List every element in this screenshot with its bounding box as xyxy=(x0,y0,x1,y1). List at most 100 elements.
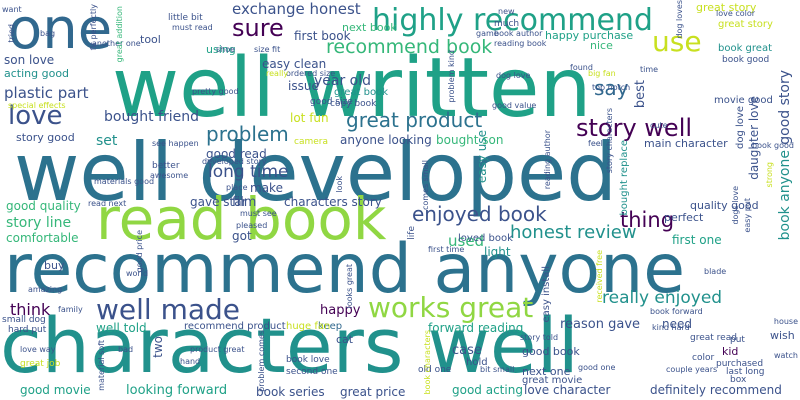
word-think: think xyxy=(10,300,51,319)
word-good-quality: good quality xyxy=(6,199,81,213)
word-main-character: main character xyxy=(644,137,728,150)
word-blade: blade xyxy=(704,267,727,276)
word-forward-reading: forward reading xyxy=(428,321,524,335)
word-dog-love: dog love xyxy=(735,106,746,149)
word-case: case xyxy=(452,343,482,358)
word-world: world xyxy=(126,269,149,278)
word-good-read: good read xyxy=(206,147,267,161)
word-house: house xyxy=(773,317,798,326)
word-awesome: awesome xyxy=(150,171,189,180)
word-see-happen: see happen xyxy=(152,139,199,148)
word-light: light xyxy=(484,245,511,259)
word-dogs-love: dogs love xyxy=(731,186,740,225)
word-better: better xyxy=(152,161,180,171)
word-story-line: story line xyxy=(6,215,72,231)
word-sure: sure xyxy=(232,14,284,42)
word-really: really xyxy=(266,69,289,78)
word-one: one xyxy=(8,0,113,62)
word-loved-book: loved book xyxy=(458,233,513,244)
word-pleased: pleased xyxy=(236,221,268,230)
word-recommend-anyone: recommend anyone xyxy=(4,230,686,309)
word-daughter-love: daughter love xyxy=(747,96,761,180)
word-pretty-good: pretty good xyxy=(192,87,239,96)
word-look: look xyxy=(335,176,344,193)
word-reading-book: reading book xyxy=(494,39,547,48)
word-need: need xyxy=(662,317,692,331)
word-love: love xyxy=(8,101,63,131)
word-looking-forward: looking forward xyxy=(126,383,228,398)
word-easy-put: easy put xyxy=(743,198,752,233)
word-hand: hand xyxy=(180,357,201,366)
word-color: color xyxy=(692,353,715,363)
word-reading-author: reading author xyxy=(543,130,552,190)
word-material-soft: material soft xyxy=(97,340,106,391)
word-bought-friend: bought friend xyxy=(104,109,199,125)
word-book-forward: book forward xyxy=(650,307,703,316)
word-ordered-size: ordered size xyxy=(286,69,336,78)
word-easy-clean: easy clean xyxy=(262,57,327,71)
word-great-job: great job xyxy=(20,359,61,369)
word-story-told: story told xyxy=(520,333,559,342)
word-much: much xyxy=(494,19,520,29)
word-comfortable: comfortable xyxy=(6,231,79,245)
word-story-characters: story characters xyxy=(605,108,614,174)
word-perfect: perfect xyxy=(664,211,704,224)
word-set: set xyxy=(96,133,118,149)
word-keep: keep xyxy=(318,321,343,332)
word-must-see: must see xyxy=(240,209,277,218)
word-use: use xyxy=(652,25,702,58)
word-book-anyone: book anyone xyxy=(777,150,793,241)
word-best: best xyxy=(633,80,648,109)
word-well-developed: well developed xyxy=(14,126,618,219)
word-anyone-looking: anyone looking xyxy=(340,133,432,147)
word-bad: bad xyxy=(118,345,134,354)
word-good-one: good one xyxy=(578,363,616,372)
word-well-made: well made xyxy=(96,293,241,326)
word-book-good-low: book good xyxy=(752,141,794,150)
word-enjoyed-book: enjoyed book xyxy=(412,202,547,226)
word-great-book: great book xyxy=(334,87,388,98)
word-amazing: amazing xyxy=(28,285,63,294)
word-comes-small: comes small xyxy=(421,160,430,211)
word-looks-great: looks great xyxy=(345,264,354,309)
word-works-great: works great xyxy=(368,291,534,324)
word-found: found xyxy=(570,63,593,72)
word-film: film xyxy=(232,195,257,210)
word-book-author: book author xyxy=(494,29,543,38)
word-son-love: son love xyxy=(4,53,55,67)
word-story-well: story well xyxy=(576,114,693,142)
word-tried: tried xyxy=(7,24,16,43)
word-read-book: read book xyxy=(96,185,387,253)
word-kind-hard: kind hard xyxy=(652,323,690,332)
word-family: family xyxy=(58,305,83,314)
word-second-one: second one xyxy=(286,367,338,377)
word-recommend-product: recommend product xyxy=(184,321,286,332)
word-strong: strong xyxy=(765,162,774,188)
word-watch: watch xyxy=(773,351,798,360)
word-well-told: well told xyxy=(96,321,147,335)
word-dog-love-small: dog love xyxy=(496,71,531,80)
word-recommend-book: recommend book xyxy=(326,36,493,58)
word-good-story: good story xyxy=(777,70,793,145)
word-reason-gave: reason gave xyxy=(560,317,641,332)
word-characters-well: characters well xyxy=(0,301,579,390)
word-book-series: book series xyxy=(256,385,325,399)
word-good-acting: good acting xyxy=(452,383,523,397)
word-must-read: must read xyxy=(172,23,213,32)
word-great-story-right: great story xyxy=(718,19,773,30)
word-book-great: book great xyxy=(718,43,772,54)
word-great-story-top: great story xyxy=(696,1,757,14)
word-gave-star: gave star xyxy=(190,195,247,209)
word-highly-recommend: highly recommend xyxy=(372,3,653,38)
word-definitely-recommend: definitely recommend xyxy=(650,383,782,397)
word-lot-fun: lot fun xyxy=(290,111,329,125)
word-cute: cute xyxy=(650,121,668,130)
word-book-good-right: book good xyxy=(722,55,770,65)
word-big-fan: big fan xyxy=(588,69,616,78)
word-year-old: year old xyxy=(314,73,372,89)
word-copy-book: copy book xyxy=(330,99,377,109)
word-great-movie: great movie xyxy=(522,375,583,386)
word-little-bit: little bit xyxy=(168,13,203,23)
word-acting-good: acting good xyxy=(4,67,70,80)
